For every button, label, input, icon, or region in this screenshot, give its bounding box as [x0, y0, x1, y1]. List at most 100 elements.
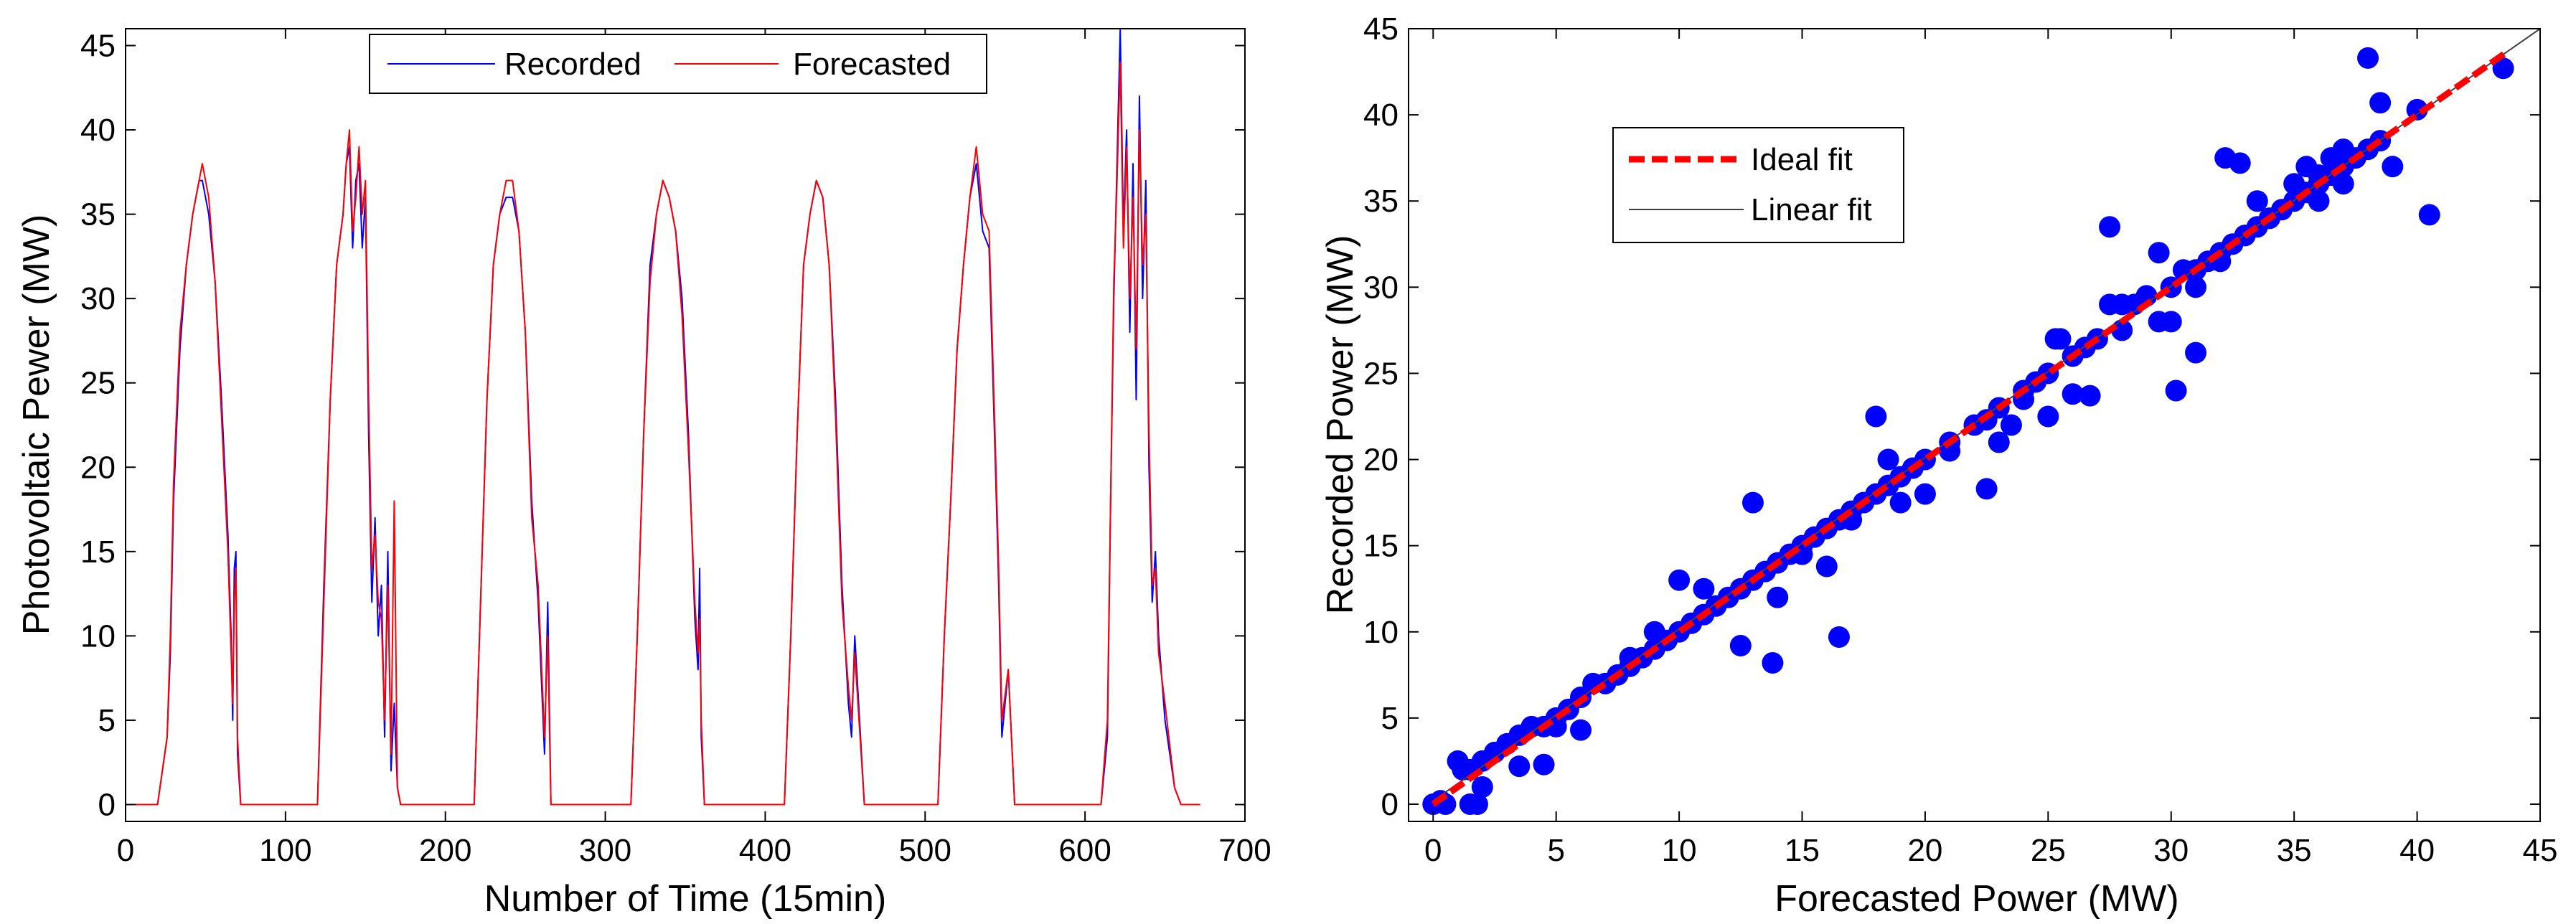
scatter-point: [2165, 380, 2187, 402]
y-tick-label: 35: [80, 197, 116, 232]
scatter-point: [2492, 57, 2514, 80]
y-tick-label: 35: [1363, 184, 1399, 219]
x-axis-label: Number of Time (15min): [484, 878, 887, 920]
x-tick-label: 25: [2031, 833, 2066, 868]
scatter-point: [1643, 621, 1665, 643]
scatter-point: [1729, 634, 1752, 656]
series-layer: [126, 29, 1200, 806]
scatter-point: [2308, 190, 2330, 212]
y-tick-label: 45: [1363, 11, 1399, 47]
legend-box: [1612, 127, 1904, 243]
x-tick-label: 300: [579, 833, 631, 868]
legend-label-forecasted: Forecasted: [793, 47, 951, 82]
y-tick-label: 15: [80, 534, 116, 570]
scatter-point: [2079, 385, 2101, 407]
legend-label-linear-fit: Linear fit: [1751, 192, 1872, 227]
scatter-point: [2418, 204, 2440, 226]
scatter-point: [2037, 405, 2059, 428]
y-tick-label: 20: [80, 450, 116, 485]
scatter-point: [1533, 753, 1555, 776]
scatter-point: [2099, 216, 2121, 238]
y-tick-label: 40: [1363, 98, 1399, 133]
x-tick-label: 400: [739, 833, 791, 868]
ideal-fit-line: [1431, 48, 2511, 807]
y-axis-label: Photovoltaic Pewer (MW): [16, 214, 57, 636]
scatter-point: [1767, 586, 1789, 608]
scatter-point: [2246, 190, 2268, 212]
scatter-point: [2382, 156, 2404, 178]
scatter-point: [1459, 793, 1481, 815]
x-tick-label: 500: [899, 833, 951, 868]
scatter-point: [1569, 719, 1592, 741]
x-ticks: 0 100 200 300 400 500 600 700: [117, 29, 1271, 868]
series-line-forecasted: [126, 62, 1200, 806]
plot-content: [126, 29, 1200, 806]
scatter-point: [1508, 755, 1531, 778]
x-tick-label: 40: [2399, 833, 2435, 868]
x-ticks: 0 5 10 15 20 25 30 35 40 45: [1424, 29, 2557, 868]
scatter-point: [1828, 626, 1850, 648]
scatter-point: [2135, 285, 2158, 307]
y-tick-label: 25: [80, 366, 116, 401]
scatter-point: [2332, 173, 2354, 195]
x-tick-label: 700: [1218, 833, 1271, 868]
y-tick-label: 25: [1363, 356, 1399, 391]
x-tick-label: 200: [419, 833, 471, 868]
scatter-point: [1877, 448, 1899, 471]
series-layer: [1422, 29, 2540, 815]
y-tick-label: 20: [1363, 443, 1399, 478]
scatter-point: [2062, 383, 2084, 405]
legend-label-recorded: Recorded: [504, 47, 641, 82]
legend: Ideal fit Linear fit: [1612, 127, 1904, 243]
x-tick-label: 15: [1785, 833, 1820, 868]
y-tick-label: 0: [98, 787, 116, 822]
legend: Recorded Forecasted: [369, 34, 987, 94]
time-series-chart: 0 100 200 300 400 500 600 700 0 5 10 15 20 25 30 35 40 4…: [16, 28, 1271, 920]
scatter-point: [1762, 652, 1784, 674]
scatter-point: [2357, 47, 2379, 69]
scatter-point: [1865, 405, 1887, 428]
y-tick-label: 30: [1363, 270, 1399, 305]
scatter-chart: 0 5 10 15 20 25 30 35 40 45 0 5 10 15 20 25 30 35 40 45 Fo…: [1320, 11, 2557, 920]
y-axis-label: Recorded Power (MW): [1320, 235, 1361, 615]
scatter-point: [2229, 152, 2251, 174]
y-tick-label: 10: [1363, 615, 1399, 650]
x-tick-label: 5: [1547, 833, 1564, 868]
scatter-point: [2369, 92, 2392, 114]
x-tick-label: 10: [1662, 833, 1697, 868]
x-tick-label: 600: [1058, 833, 1111, 868]
scatter-point: [1693, 578, 1715, 600]
scatter-point: [1815, 555, 1838, 578]
y-ticks: 0 5 10 15 20 25 30 35 40 45: [80, 29, 1245, 822]
scatter-point: [1471, 776, 1493, 798]
scatter-point: [1914, 483, 1936, 505]
scatter-point: [1741, 491, 1764, 514]
y-tick-label: 15: [1363, 529, 1399, 564]
scatter-point: [2044, 328, 2067, 350]
scatter-point: [2160, 311, 2182, 333]
scatter-point: [2000, 414, 2022, 436]
y-tick-label: 45: [80, 29, 116, 64]
legend-label-ideal-fit: Ideal fit: [1751, 142, 1853, 177]
y-tick-label: 40: [80, 113, 116, 148]
y-tick-label: 5: [1381, 701, 1399, 736]
scatter-point: [1668, 569, 1691, 591]
x-tick-label: 100: [259, 833, 311, 868]
plot-area: [125, 28, 1246, 822]
scatter-point: [2283, 173, 2305, 195]
scatter-point: [2148, 242, 2170, 264]
x-tick-label: 45: [2523, 833, 2558, 868]
scatter-point: [1889, 491, 1912, 514]
y-tick-label: 0: [1381, 787, 1399, 822]
scatter-point: [2185, 276, 2207, 298]
scatter-point: [1975, 478, 1998, 500]
x-tick-label: 0: [1424, 833, 1442, 868]
y-tick-label: 5: [98, 703, 116, 738]
y-tick-label: 10: [80, 618, 116, 654]
x-tick-label: 30: [2153, 833, 2189, 868]
x-tick-label: 0: [117, 833, 134, 868]
x-axis-label: Forecasted Power (MW): [1774, 878, 2178, 920]
scatter-point: [1988, 431, 2010, 453]
plot-content: [1422, 29, 2540, 815]
